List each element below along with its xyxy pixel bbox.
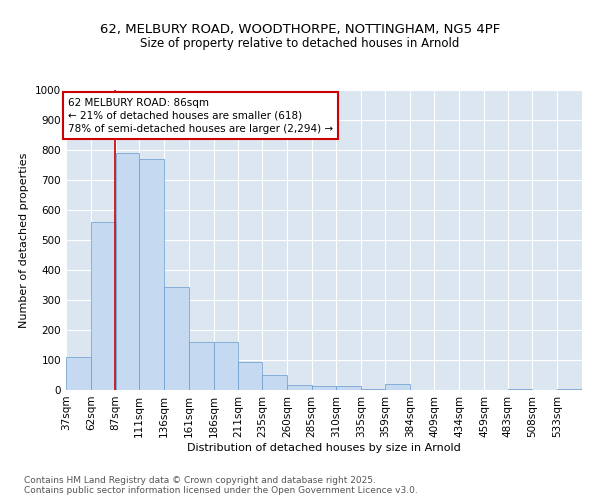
Bar	[287, 384, 311, 390]
Y-axis label: Number of detached properties: Number of detached properties	[19, 152, 29, 328]
Bar	[164, 286, 189, 390]
Text: Contains HM Land Registry data © Crown copyright and database right 2025.
Contai: Contains HM Land Registry data © Crown c…	[24, 476, 418, 495]
Bar	[361, 388, 385, 390]
Bar	[66, 357, 91, 390]
Text: Size of property relative to detached houses in Arnold: Size of property relative to detached ho…	[140, 38, 460, 51]
Bar	[311, 386, 337, 390]
Text: 62, MELBURY ROAD, WOODTHORPE, NOTTINGHAM, NG5 4PF: 62, MELBURY ROAD, WOODTHORPE, NOTTINGHAM…	[100, 22, 500, 36]
Bar	[557, 389, 582, 390]
Bar	[116, 153, 139, 390]
Bar	[385, 384, 410, 390]
Bar	[214, 342, 238, 390]
Bar	[91, 222, 116, 390]
Bar	[262, 375, 287, 390]
Bar	[337, 386, 361, 390]
X-axis label: Distribution of detached houses by size in Arnold: Distribution of detached houses by size …	[187, 442, 461, 452]
Bar	[508, 389, 532, 390]
Text: 62 MELBURY ROAD: 86sqm
← 21% of detached houses are smaller (618)
78% of semi-de: 62 MELBURY ROAD: 86sqm ← 21% of detached…	[68, 98, 333, 134]
Bar	[189, 342, 214, 390]
Bar	[139, 159, 164, 390]
Bar	[238, 362, 262, 390]
